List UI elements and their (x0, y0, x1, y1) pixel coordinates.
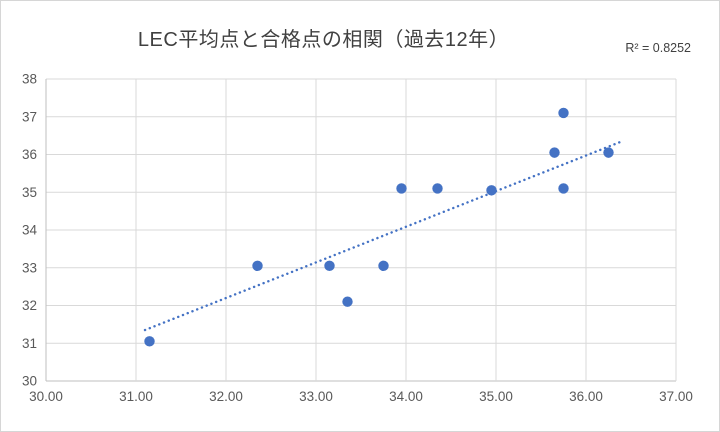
chart-title: LEC平均点と合格点の相関（過去12年） (137, 29, 510, 51)
data-point[interactable] (558, 183, 569, 194)
x-tick-label: 31.00 (119, 389, 153, 404)
data-point[interactable] (432, 183, 443, 194)
y-tick-label: 34 (22, 223, 38, 238)
x-tick-label: 30.00 (29, 389, 63, 404)
data-point[interactable] (378, 260, 389, 272)
y-tick-label: 30 (22, 374, 37, 389)
data-point[interactable] (252, 260, 263, 272)
y-tick-label: 38 (22, 72, 37, 87)
y-tick-label: 36 (22, 147, 37, 162)
data-point[interactable] (549, 147, 560, 158)
x-tick-label: 36.00 (569, 389, 603, 404)
x-tick-label: 32.00 (209, 389, 243, 404)
y-tick-label: 37 (22, 109, 37, 124)
y-tick-label: 31 (22, 336, 37, 351)
x-tick-label: 34.00 (389, 389, 423, 404)
data-point[interactable] (603, 147, 614, 158)
data-point[interactable] (486, 185, 497, 196)
y-tick-label: 32 (22, 298, 37, 313)
x-tick-label: 37.00 (659, 389, 693, 404)
data-point[interactable] (342, 296, 353, 307)
trendline (143, 140, 624, 332)
data-point[interactable] (396, 183, 407, 194)
r-squared-label: R² = 0.8252 (625, 41, 691, 55)
y-tick-label: 35 (22, 185, 37, 200)
x-tick-label: 35.00 (479, 389, 513, 404)
data-point[interactable] (324, 260, 335, 272)
data-point[interactable] (144, 336, 155, 347)
data-point[interactable] (558, 107, 569, 119)
x-tick-label: 33.00 (299, 389, 333, 404)
y-tick-label: 33 (22, 260, 37, 275)
